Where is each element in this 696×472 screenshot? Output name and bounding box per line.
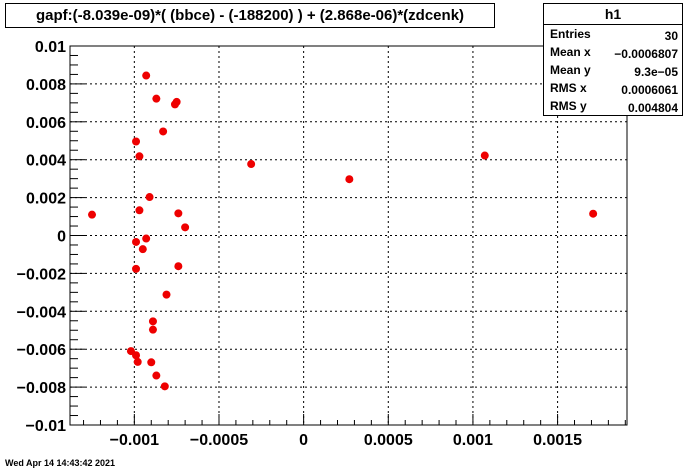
data-point (345, 175, 354, 184)
data-point (152, 371, 161, 380)
data-point (159, 127, 168, 136)
stats-box: h1 Entries 30 Mean x −0.0006807 Mean y 9… (543, 3, 683, 116)
stat-label: Entries (550, 27, 591, 41)
y-tick-label: 0.008 (26, 77, 66, 94)
x-tick-label: 0 (299, 432, 308, 449)
data-point (138, 245, 147, 254)
y-tick-label: −0.004 (17, 304, 66, 321)
stat-value: 0.0006061 (621, 83, 678, 97)
data-point (132, 137, 141, 146)
data-point (132, 351, 141, 360)
x-tick-label: −0.0005 (190, 432, 248, 449)
stat-row-mean-y: Mean y 9.3e−05 (544, 61, 682, 79)
y-tick-label: 0.006 (26, 115, 66, 132)
data-point (148, 325, 157, 334)
data-point (147, 358, 156, 367)
data-point (135, 206, 144, 215)
stat-row-rms-x: RMS x 0.0006061 (544, 79, 682, 97)
data-points (88, 71, 598, 391)
stat-row-entries: Entries 30 (544, 25, 682, 43)
stat-row-rms-y: RMS y 0.004804 (544, 97, 682, 115)
x-tick-label: 0.0005 (364, 432, 413, 449)
data-point (88, 210, 97, 219)
data-point (162, 290, 171, 299)
stat-value: −0.0006807 (614, 47, 678, 61)
y-tick-label: −0.008 (17, 380, 66, 397)
stat-value: 30 (664, 29, 678, 43)
data-point (135, 152, 144, 161)
tick-labels: −0.001 −0.0005 0 0.0005 0.001 0.0015 0.01 0.008… (17, 39, 583, 449)
footer-date: Wed Apr 14 14:43:42 2021 (5, 458, 116, 468)
data-point (142, 234, 151, 243)
data-point (160, 382, 169, 391)
y-tick-label: 0.002 (26, 191, 66, 208)
y-tick-label: 0.01 (35, 39, 66, 56)
stat-label: Mean y (550, 63, 591, 77)
stat-label: Mean x (550, 45, 591, 59)
data-point (133, 357, 142, 366)
stat-value: 0.004804 (627, 101, 678, 115)
stats-title: h1 (544, 4, 682, 25)
x-tick-label: −0.001 (110, 432, 159, 449)
data-point (132, 264, 141, 273)
y-tick-label: 0.004 (26, 153, 66, 170)
data-point (172, 97, 181, 106)
y-tick-label: −0.006 (17, 342, 66, 359)
y-tick-label: −0.01 (26, 418, 67, 435)
data-point (148, 317, 157, 326)
data-point (152, 94, 161, 103)
axis-ticks (70, 45, 626, 426)
x-tick-label: 0.0015 (533, 432, 582, 449)
data-point (589, 209, 598, 218)
data-point (174, 209, 183, 218)
chart-title: gapf:(-8.039e-09)*( (bbce) - (-188200) )… (5, 3, 495, 28)
data-point (174, 262, 183, 271)
stat-row-mean-x: Mean x −0.0006807 (544, 43, 682, 61)
x-tick-label: 0.001 (453, 432, 493, 449)
stat-value: 9.3e−05 (634, 65, 678, 79)
data-point (247, 160, 256, 169)
data-point (142, 71, 151, 80)
stat-label: RMS y (550, 99, 587, 113)
data-point (480, 151, 489, 160)
data-point (145, 193, 154, 202)
data-point (181, 223, 190, 232)
y-tick-label: 0 (57, 229, 66, 246)
data-point (132, 237, 141, 246)
y-tick-label: −0.002 (17, 266, 66, 283)
stat-label: RMS x (550, 81, 587, 95)
